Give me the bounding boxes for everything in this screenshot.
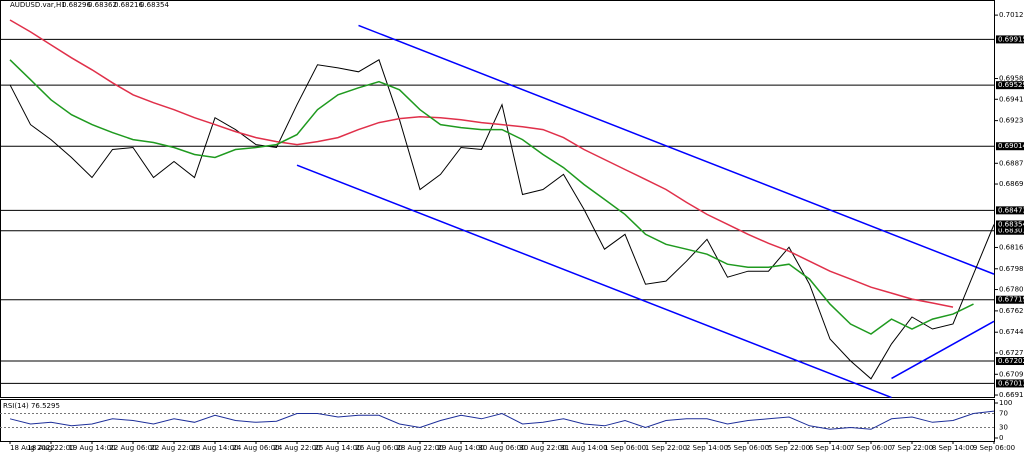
x-tick-label: 25 Aug 14:00 [314, 444, 361, 452]
y-tick-label: 0.69585 [999, 75, 1024, 83]
price-line [9, 59, 995, 380]
level-label: 0.68473 [998, 206, 1024, 214]
level-label-box [996, 295, 1024, 304]
level-label-box [996, 81, 1024, 90]
level-label: 0.67202 [998, 357, 1024, 365]
symbol: AUDUSD.var,H1 [10, 1, 66, 9]
x-tick-label: 31 Aug 14:00 [560, 444, 607, 452]
y-tick-label: 0.68695 [999, 180, 1024, 188]
level-label: 0.69014 [998, 142, 1024, 150]
y-tick-label: 0.66915 [999, 391, 1024, 399]
rsi-line [9, 410, 995, 430]
open: 0.68296 [62, 1, 91, 9]
rsi-tick-label: 70 [999, 410, 1008, 418]
low: 0.68216 [114, 1, 143, 9]
x-tick-label: 28 Aug 22:00 [396, 444, 443, 452]
level-label-box [996, 206, 1024, 215]
close: 0.68354 [140, 1, 169, 9]
x-tick-label: 5 Sep 22:00 [768, 444, 810, 452]
trendline [296, 164, 892, 399]
x-tick-label: 30 Aug 22:00 [519, 444, 566, 452]
level-label-box [996, 35, 1024, 44]
rsi-tick-label: 100 [999, 399, 1012, 407]
price-label: 0.68354 [998, 220, 1024, 228]
x-tick-label: 18 Aug 2022 [10, 444, 55, 452]
x-tick-label: 8 Sep 14:00 [932, 444, 974, 452]
y-tick-label: 0.67805 [999, 286, 1024, 294]
main-panel [0, 0, 995, 398]
x-tick-label: 1 Sep 06:00 [604, 444, 646, 452]
x-tick-label: 22 Aug 22:00 [150, 444, 197, 452]
level-label: 0.67719 [998, 296, 1024, 304]
level-label: 0.69529 [998, 81, 1024, 89]
x-tick-label: 5 Sep 06:00 [727, 444, 769, 452]
x-tick-label: 6 Sep 14:00 [809, 444, 851, 452]
rsi-tick-label: 0 [999, 434, 1003, 442]
x-tick-label: 19 Aug 14:00 [68, 444, 115, 452]
rsi-panel [0, 399, 995, 442]
x-tick-label: 24 Aug 22:00 [273, 444, 320, 452]
x-tick-label: 9 Sep 06:00 [973, 444, 1015, 452]
level-label-box [996, 142, 1024, 151]
x-tick-label: 1 Sep 22:00 [645, 444, 687, 452]
x-tick-label: 2 Sep 14:00 [686, 444, 728, 452]
level-label: 0.69915 [998, 35, 1024, 43]
level-label-box [996, 357, 1024, 366]
level-label-box [996, 379, 1024, 388]
x-tick-label: 18 Aug 22:00 [27, 444, 74, 452]
x-tick-label: 30 Aug 06:00 [478, 444, 525, 452]
rsi-title: RSI(14) 76.5295 [3, 402, 60, 410]
x-tick-label: 23 Aug 14:00 [191, 444, 238, 452]
trendline [358, 24, 995, 275]
trendline [891, 320, 995, 380]
rsi-tick-label: 30 [999, 424, 1008, 432]
moving-average [9, 19, 954, 308]
x-tick-label: 24 Aug 06:00 [232, 444, 279, 452]
y-tick-label: 0.67445 [999, 328, 1024, 336]
x-tick-label: 7 Sep 22:00 [891, 444, 933, 452]
high: 0.68362 [88, 1, 117, 9]
x-tick-label: 7 Sep 06:00 [850, 444, 892, 452]
level-label-box [996, 226, 1024, 235]
x-tick-label: 22 Aug 06:00 [109, 444, 156, 452]
level-label: 0.67013 [998, 379, 1024, 387]
x-tick-label: 29 Aug 14:00 [437, 444, 484, 452]
level-label: 0.68301 [998, 227, 1024, 235]
moving-average [9, 59, 974, 335]
x-tick-label: 26 Aug 06:00 [355, 444, 402, 452]
y-tick-label: 0.67625 [999, 307, 1024, 315]
price-box [996, 220, 1024, 229]
